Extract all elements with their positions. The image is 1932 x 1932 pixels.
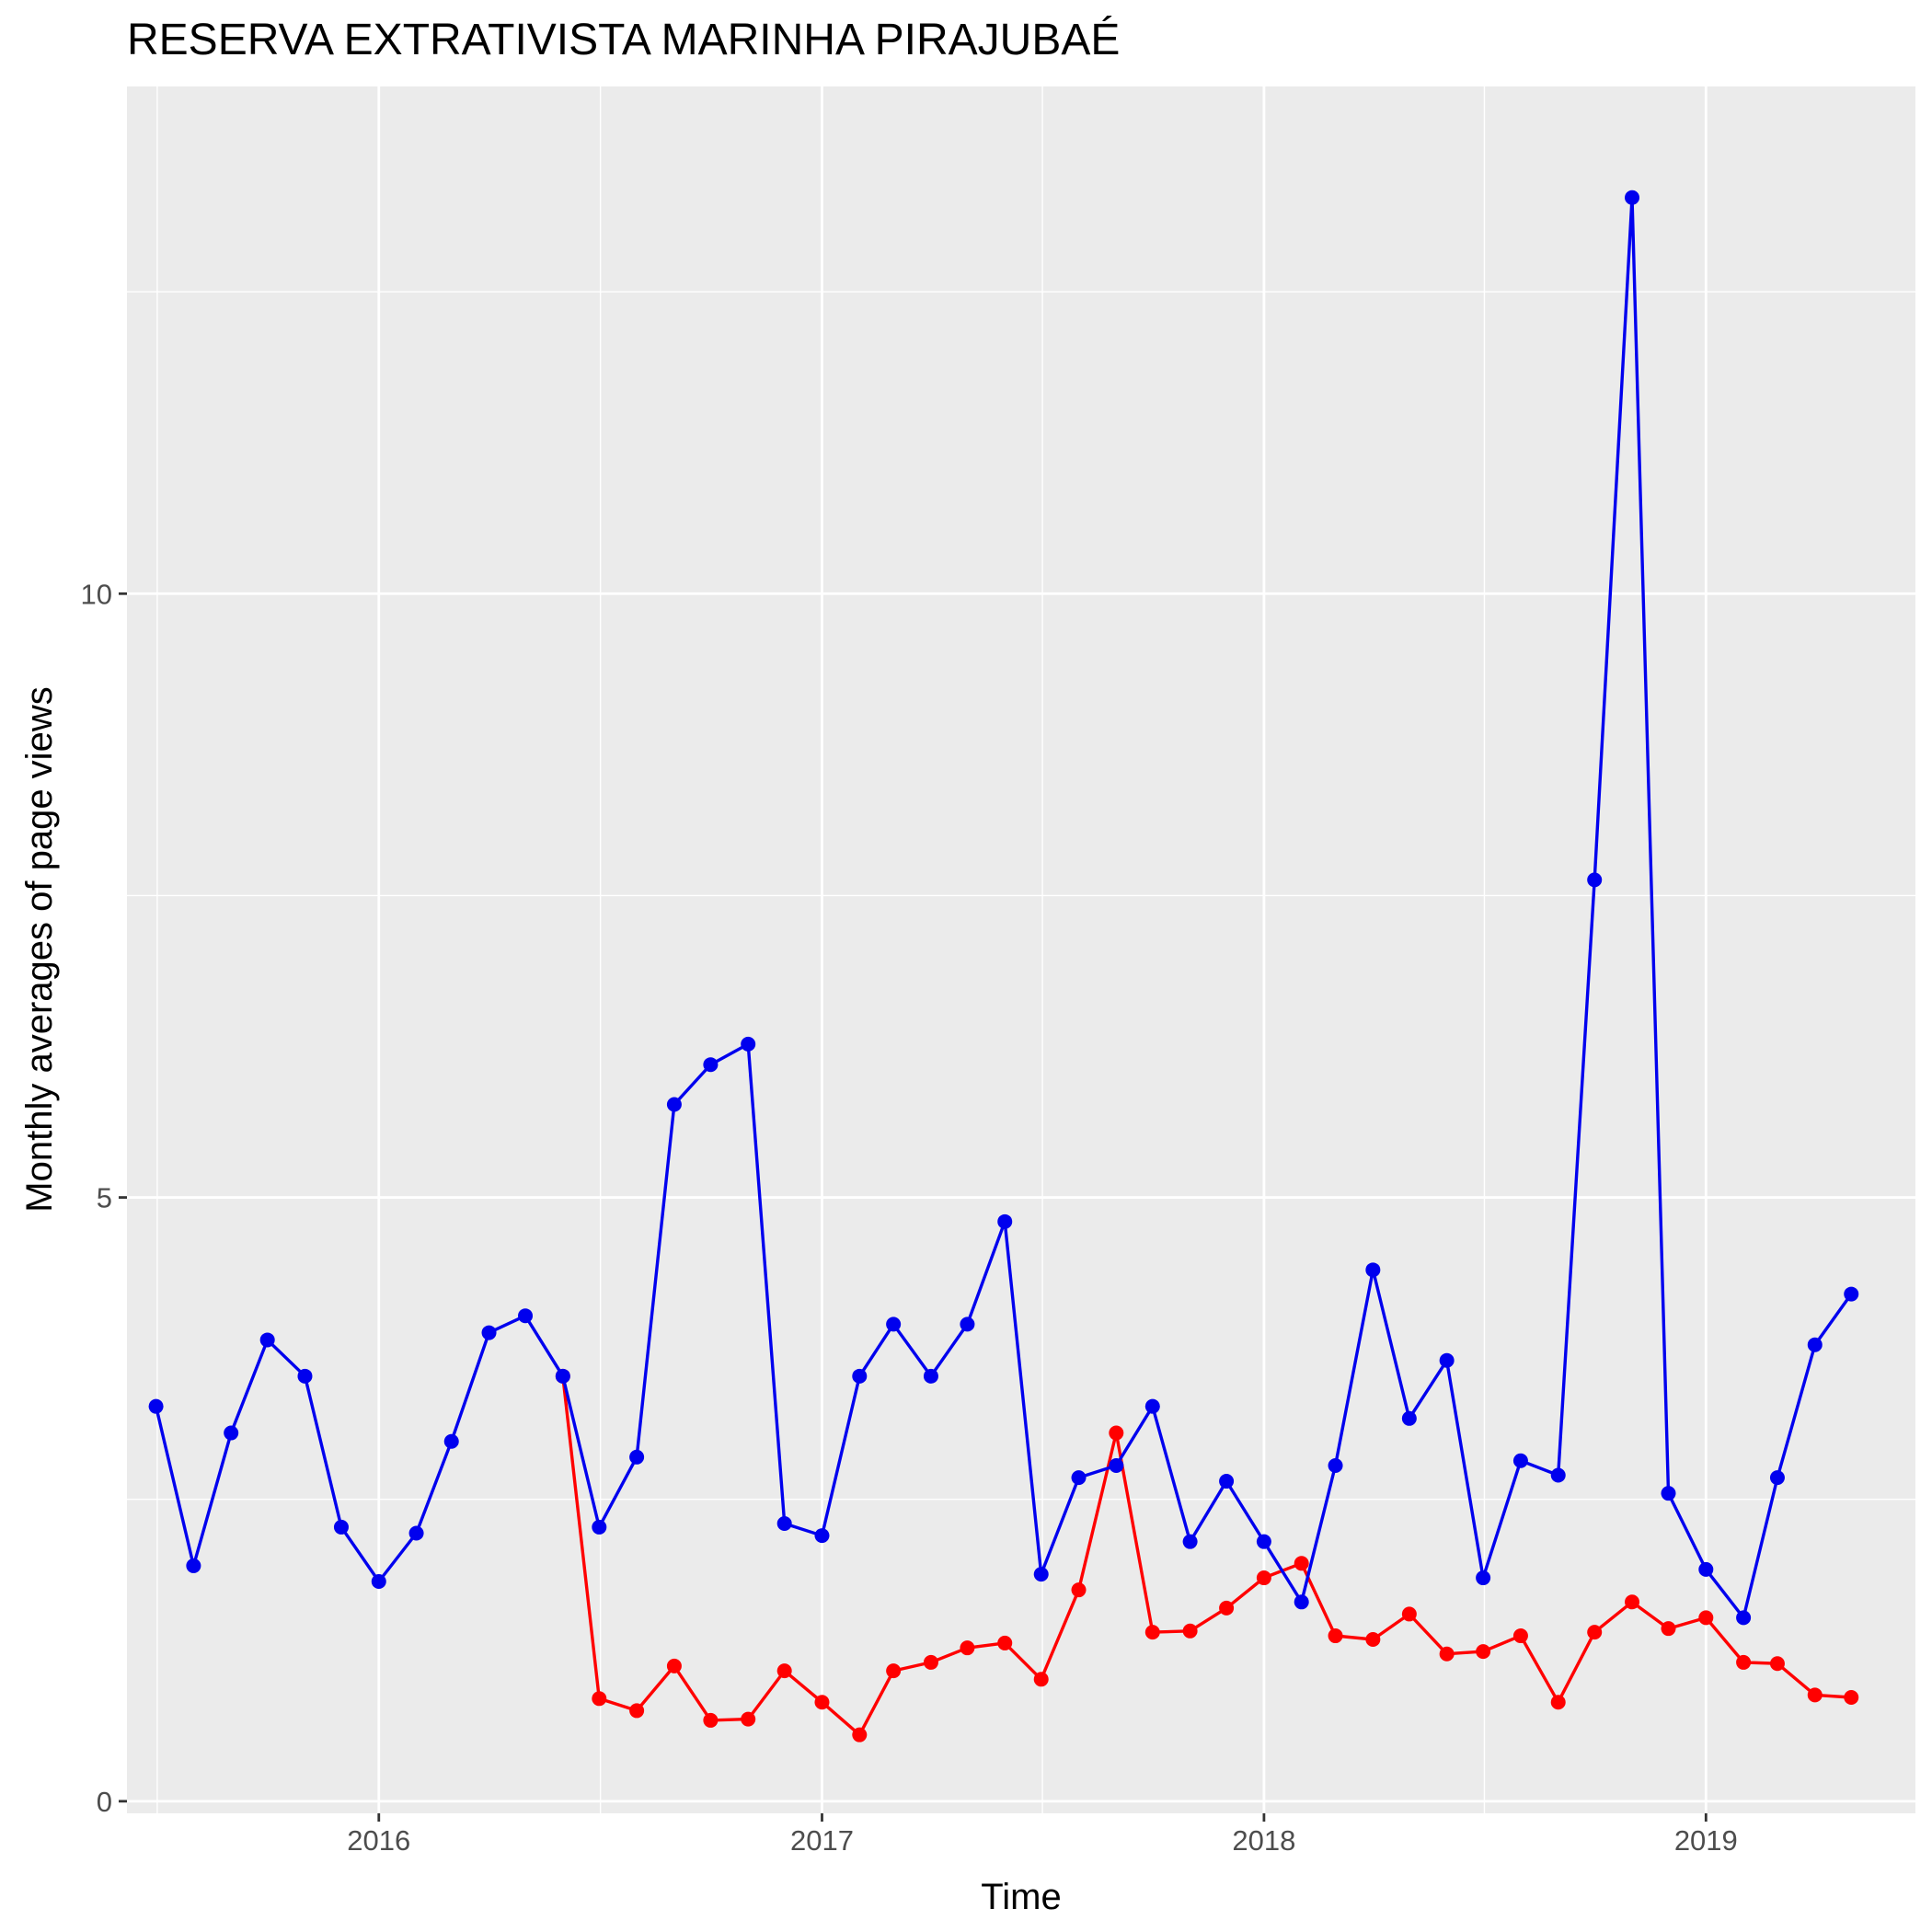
data-point-0-27: [1144, 1398, 1160, 1414]
data-point-1-16: [1144, 1625, 1160, 1640]
data-point-0-19: [852, 1368, 868, 1384]
x-axis-title: Time: [981, 1877, 1061, 1917]
data-point-1-28: [1587, 1625, 1603, 1640]
data-point-0-13: [629, 1449, 645, 1465]
data-point-1-26: [1512, 1628, 1528, 1644]
data-point-0-1: [186, 1558, 201, 1573]
data-point-0-15: [703, 1057, 719, 1073]
data-point-0-43: [1736, 1610, 1752, 1626]
data-point-1-33: [1769, 1656, 1785, 1672]
data-point-0-46: [1844, 1286, 1859, 1302]
data-point-0-14: [666, 1097, 682, 1112]
data-point-1-22: [1365, 1631, 1381, 1647]
data-point-1-29: [1625, 1594, 1640, 1610]
data-point-0-31: [1294, 1594, 1309, 1610]
data-point-0-39: [1587, 872, 1603, 888]
data-point-0-12: [592, 1519, 607, 1535]
data-point-1-21: [1328, 1628, 1343, 1644]
data-point-0-22: [960, 1317, 975, 1332]
data-point-0-7: [408, 1525, 424, 1541]
plot-panel: [127, 86, 1915, 1813]
data-point-1-6: [776, 1663, 792, 1679]
y-axis-title: Monthly averages of page views: [19, 686, 60, 1212]
data-point-0-38: [1550, 1467, 1566, 1483]
data-point-1-23: [1401, 1606, 1417, 1622]
data-point-1-25: [1476, 1644, 1491, 1660]
data-point-1-30: [1661, 1621, 1676, 1637]
data-point-1-31: [1698, 1610, 1714, 1626]
data-point-0-37: [1512, 1453, 1528, 1468]
data-point-1-17: [1182, 1623, 1198, 1639]
y-tick-label: 0: [97, 1786, 112, 1818]
data-point-0-21: [923, 1368, 938, 1384]
data-point-0-17: [776, 1515, 792, 1531]
data-point-1-15: [1109, 1425, 1124, 1441]
data-point-1-19: [1256, 1570, 1271, 1586]
data-point-0-16: [741, 1036, 756, 1052]
data-point-0-23: [997, 1213, 1013, 1229]
data-point-1-14: [1071, 1582, 1087, 1598]
data-point-0-20: [886, 1317, 902, 1332]
data-point-1-4: [703, 1712, 719, 1728]
data-point-1-13: [1033, 1672, 1049, 1687]
data-point-0-35: [1439, 1352, 1455, 1368]
data-point-0-8: [443, 1433, 459, 1449]
data-point-0-34: [1401, 1410, 1417, 1426]
x-tick-label: 2019: [1674, 1824, 1738, 1857]
x-tick-label: 2016: [347, 1824, 410, 1857]
data-point-0-4: [297, 1368, 313, 1384]
data-point-0-33: [1365, 1262, 1381, 1278]
data-point-0-41: [1661, 1486, 1676, 1501]
data-point-1-8: [852, 1727, 868, 1742]
data-point-1-18: [1219, 1600, 1235, 1616]
data-point-0-44: [1769, 1470, 1785, 1486]
series-1: [555, 1368, 1859, 1742]
data-point-1-2: [629, 1703, 645, 1719]
data-point-0-5: [333, 1519, 349, 1535]
data-point-0-42: [1698, 1561, 1714, 1577]
data-point-0-24: [1033, 1567, 1049, 1582]
data-point-0-36: [1476, 1570, 1491, 1586]
data-point-0-28: [1182, 1534, 1198, 1549]
chart-title: RESERVA EXTRATIVISTA MARINHA PIRAJUBAÉ: [127, 16, 1120, 64]
data-point-0-18: [814, 1528, 830, 1544]
data-point-1-34: [1807, 1687, 1823, 1703]
data-point-1-20: [1294, 1556, 1309, 1571]
data-point-1-5: [741, 1711, 756, 1727]
data-point-0-3: [259, 1332, 275, 1348]
data-point-0-40: [1625, 190, 1640, 205]
series-line-1: [561, 1375, 1852, 1737]
data-point-1-24: [1439, 1646, 1455, 1662]
y-tick-label: 5: [97, 1182, 112, 1214]
data-point-1-10: [923, 1654, 938, 1670]
data-point-0-30: [1256, 1534, 1271, 1549]
data-point-0-0: [148, 1398, 164, 1414]
data-point-1-9: [886, 1663, 902, 1679]
data-point-1-27: [1550, 1695, 1566, 1710]
data-point-1-3: [666, 1658, 682, 1673]
data-point-1-32: [1736, 1654, 1752, 1670]
data-point-0-9: [481, 1325, 497, 1340]
data-point-0-25: [1071, 1470, 1087, 1486]
series-0: [148, 190, 1859, 1626]
data-point-0-29: [1219, 1474, 1235, 1489]
data-point-0-2: [224, 1425, 239, 1441]
data-point-0-26: [1109, 1457, 1124, 1473]
data-point-0-11: [555, 1368, 570, 1384]
y-tick-label: 10: [81, 578, 112, 610]
x-tick-label: 2018: [1232, 1824, 1295, 1857]
data-point-1-1: [592, 1691, 607, 1707]
data-point-1-7: [814, 1695, 830, 1710]
data-point-0-10: [518, 1308, 534, 1324]
data-point-0-6: [371, 1573, 386, 1589]
data-point-1-35: [1844, 1689, 1859, 1705]
data-point-1-12: [997, 1635, 1013, 1650]
data-point-0-32: [1328, 1457, 1343, 1473]
x-tick-label: 2017: [790, 1824, 854, 1857]
data-point-1-11: [960, 1640, 975, 1656]
data-point-0-45: [1807, 1337, 1823, 1352]
